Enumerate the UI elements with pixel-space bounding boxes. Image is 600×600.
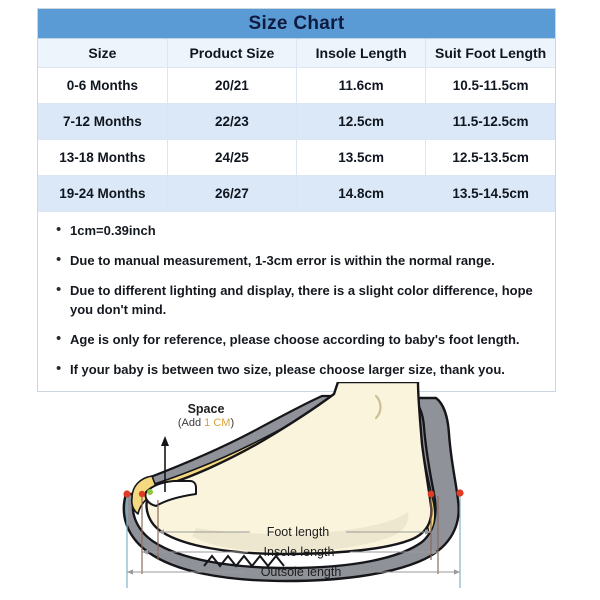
- sole-tread-zigzag: [203, 554, 285, 568]
- label-insole-length: Insole length: [264, 545, 335, 559]
- cell-insole-length: 12.5cm: [296, 103, 427, 140]
- page-title: Size Chart: [38, 9, 555, 39]
- cell-product-size: 24/25: [167, 139, 298, 176]
- bullet-icon: •: [56, 330, 62, 347]
- table-row: 19-24 Months 26/27 14.8cm 13.5-14.5cm: [38, 175, 555, 212]
- cell-insole-length: 14.8cm: [296, 175, 427, 212]
- foot-measurement-diagram: Foot length Insole length Outsole length…: [118, 382, 508, 598]
- list-item: • Due to different lighting and display,…: [56, 281, 545, 319]
- label-foot-length: Foot length: [267, 525, 330, 539]
- cell-suit-foot-length: 13.5-14.5cm: [425, 175, 555, 212]
- cell-insole-length: 13.5cm: [296, 139, 427, 176]
- bullet-icon: •: [56, 221, 62, 238]
- measure-marker-group: [123, 489, 464, 498]
- foot-arch-shading: [192, 512, 409, 552]
- size-chart-card: Size Chart Size Product Size Insole Leng…: [37, 8, 556, 392]
- note-text: Due to different lighting and display, t…: [70, 283, 533, 317]
- note-text: 1cm=0.39inch: [70, 223, 156, 238]
- dimension-insole-length: [142, 549, 438, 555]
- table-body: 0-6 Months 20/21 11.6cm 10.5-11.5cm 7-12…: [38, 67, 555, 212]
- marker-dot-green: [147, 489, 153, 495]
- cell-suit-foot-length: 12.5-13.5cm: [425, 139, 555, 176]
- cell-product-size: 26/27: [167, 175, 298, 212]
- marker-dot: [123, 490, 131, 498]
- space-arrow-icon: [161, 436, 169, 492]
- marker-dot: [427, 490, 435, 498]
- column-header-insole-length: Insole Length: [296, 39, 427, 68]
- size-table: Size Product Size Insole Length Suit Foo…: [38, 39, 555, 212]
- bullet-icon: •: [56, 360, 62, 377]
- cell-suit-foot-length: 11.5-12.5cm: [425, 103, 555, 140]
- column-header-suit-foot-length: Suit Foot Length: [425, 39, 555, 68]
- list-item: • If your baby is between two size, plea…: [56, 360, 545, 379]
- table-row: 13-18 Months 24/25 13.5cm 12.5-13.5cm: [38, 139, 555, 176]
- note-text: If your baby is between two size, please…: [70, 362, 505, 377]
- cell-size: 13-18 Months: [38, 139, 168, 176]
- list-item: • Due to manual measurement, 1-3cm error…: [56, 251, 545, 270]
- dimension-foot-length: [158, 529, 431, 535]
- note-text: Due to manual measurement, 1-3cm error i…: [70, 253, 495, 268]
- table-row: 7-12 Months 22/23 12.5cm 11.5-12.5cm: [38, 103, 555, 140]
- label-outsole-length: Outsole length: [261, 565, 342, 579]
- outsole-shape: [122, 396, 460, 583]
- cell-product-size: 22/23: [167, 103, 298, 140]
- foot-shape: [145, 382, 433, 556]
- list-item: • Age is only for reference, please choo…: [56, 330, 545, 349]
- notes-list: • 1cm=0.39inch • Due to manual measureme…: [38, 212, 555, 391]
- cell-insole-length: 11.6cm: [296, 67, 427, 104]
- table-row: 0-6 Months 20/21 11.6cm 10.5-11.5cm: [38, 67, 555, 104]
- foot-diagram-svg: Foot length Insole length Outsole length: [122, 382, 464, 588]
- marker-dot: [138, 490, 146, 498]
- column-header-product-size: Product Size: [167, 39, 298, 68]
- list-item: • 1cm=0.39inch: [56, 221, 545, 240]
- bullet-icon: •: [56, 251, 62, 268]
- ankle-crease: [374, 394, 382, 420]
- column-header-size: Size: [38, 39, 168, 68]
- cell-suit-foot-length: 10.5-11.5cm: [425, 67, 555, 104]
- cell-size: 19-24 Months: [38, 175, 168, 212]
- bullet-icon: •: [56, 281, 62, 298]
- table-header: Size Product Size Insole Length Suit Foo…: [38, 39, 555, 68]
- note-text: Age is only for reference, please choose…: [70, 332, 520, 347]
- table-header-row: Size Product Size Insole Length Suit Foo…: [38, 39, 555, 68]
- cell-product-size: 20/21: [167, 67, 298, 104]
- dimension-outsole-length: [127, 569, 460, 575]
- cell-size: 7-12 Months: [38, 103, 168, 140]
- cell-size: 0-6 Months: [38, 67, 168, 104]
- marker-dot: [456, 489, 464, 497]
